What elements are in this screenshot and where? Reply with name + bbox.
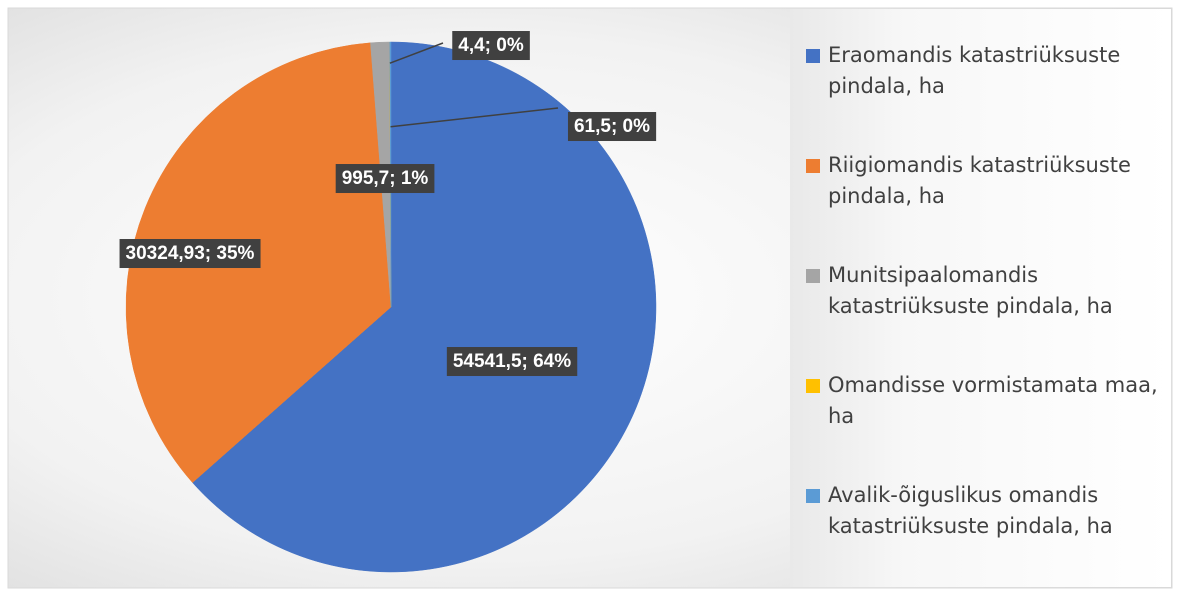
legend-swatch (806, 489, 820, 503)
leader-line (390, 107, 559, 128)
legend-swatch (806, 159, 820, 173)
legend-label: Riigiomandis katastriüksuste pindala, ha (828, 153, 1131, 208)
data-label-box (446, 347, 578, 377)
leader-line (389, 42, 444, 64)
data-label: 61,5; 0% (574, 116, 650, 137)
data-label: 54541,5; 64% (453, 351, 571, 372)
data-label: 4,4; 0% (458, 35, 524, 56)
legend-swatch (806, 269, 820, 283)
legend-swatch (806, 49, 820, 63)
legend-label: Omandisse vormistamata maa, ha (828, 373, 1158, 428)
legend-item: Avalik-õiguslikus omandis katastriüksust… (806, 480, 1176, 590)
legend-label: Eraomandis katastriüksuste pindala, ha (828, 43, 1121, 98)
data-label-box (567, 112, 657, 142)
data-label-box (452, 31, 530, 61)
pie-slice (389, 41, 392, 308)
data-label-box (335, 164, 435, 194)
legend-item: Riigiomandis katastriüksuste pindala, ha (806, 150, 1176, 260)
legend-label: Munitsipaalomandis katastriüksuste pinda… (828, 263, 1113, 318)
legend-label: Avalik-õiguslikus omandis katastriüksust… (828, 483, 1113, 538)
data-label-box (119, 239, 261, 269)
legend-swatch (806, 379, 820, 393)
legend-background (790, 9, 1171, 587)
data-label: 30324,93; 35% (126, 243, 255, 264)
data-label: 995,7; 1% (342, 168, 429, 189)
legend: Eraomandis katastriüksuste pindala, ha Ri… (806, 40, 1176, 590)
pie-slice (192, 41, 657, 573)
legend-item: Munitsipaalomandis katastriüksuste pinda… (806, 260, 1176, 370)
legend-item: Eraomandis katastriüksuste pindala, ha (806, 40, 1176, 150)
legend-item: Omandisse vormistamata maa, ha (806, 370, 1176, 480)
